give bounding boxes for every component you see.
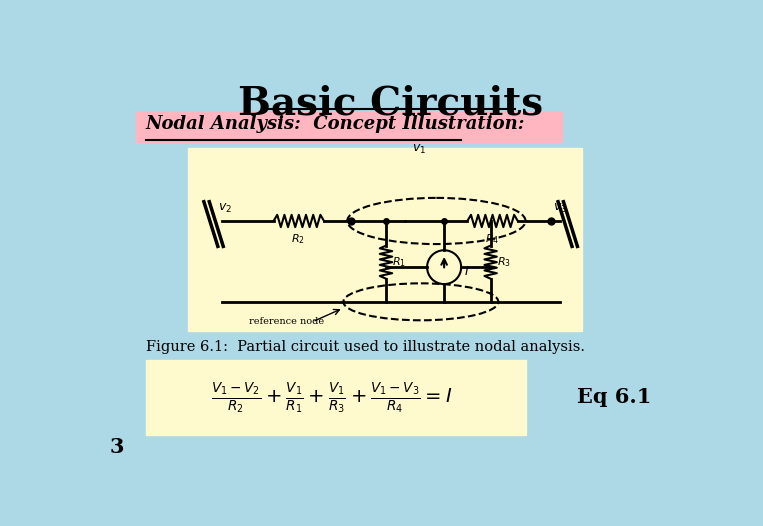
Text: Figure 6.1:  Partial circuit used to illustrate nodal analysis.: Figure 6.1: Partial circuit used to illu… [146,340,584,355]
Text: $v_1$: $v_1$ [411,143,426,156]
Text: $R_4$: $R_4$ [485,232,499,246]
Text: $\frac{V_1 - V_2}{R_2} + \frac{V_1}{R_1} + \frac{V_1}{R_3} + \frac{V_1 - V_3}{R_: $\frac{V_1 - V_2}{R_2} + \frac{V_1}{R_1}… [211,380,452,414]
FancyBboxPatch shape [146,360,526,435]
Text: $v_2$: $v_2$ [217,201,232,215]
Text: $R_3$: $R_3$ [497,255,510,269]
Text: reference node: reference node [249,317,324,326]
Text: Basic Circuits: Basic Circuits [238,85,543,123]
Text: $R_1$: $R_1$ [392,255,406,269]
Text: 3: 3 [109,437,124,458]
Text: $R_2$: $R_2$ [291,232,305,246]
FancyBboxPatch shape [136,112,562,143]
Text: Eq 6.1: Eq 6.1 [578,387,652,407]
FancyBboxPatch shape [188,148,582,331]
Text: Nodal Analysis:  Concept Illustration:: Nodal Analysis: Concept Illustration: [146,115,525,133]
Text: $v_3$: $v_3$ [552,201,567,215]
Text: $I$: $I$ [464,265,470,278]
